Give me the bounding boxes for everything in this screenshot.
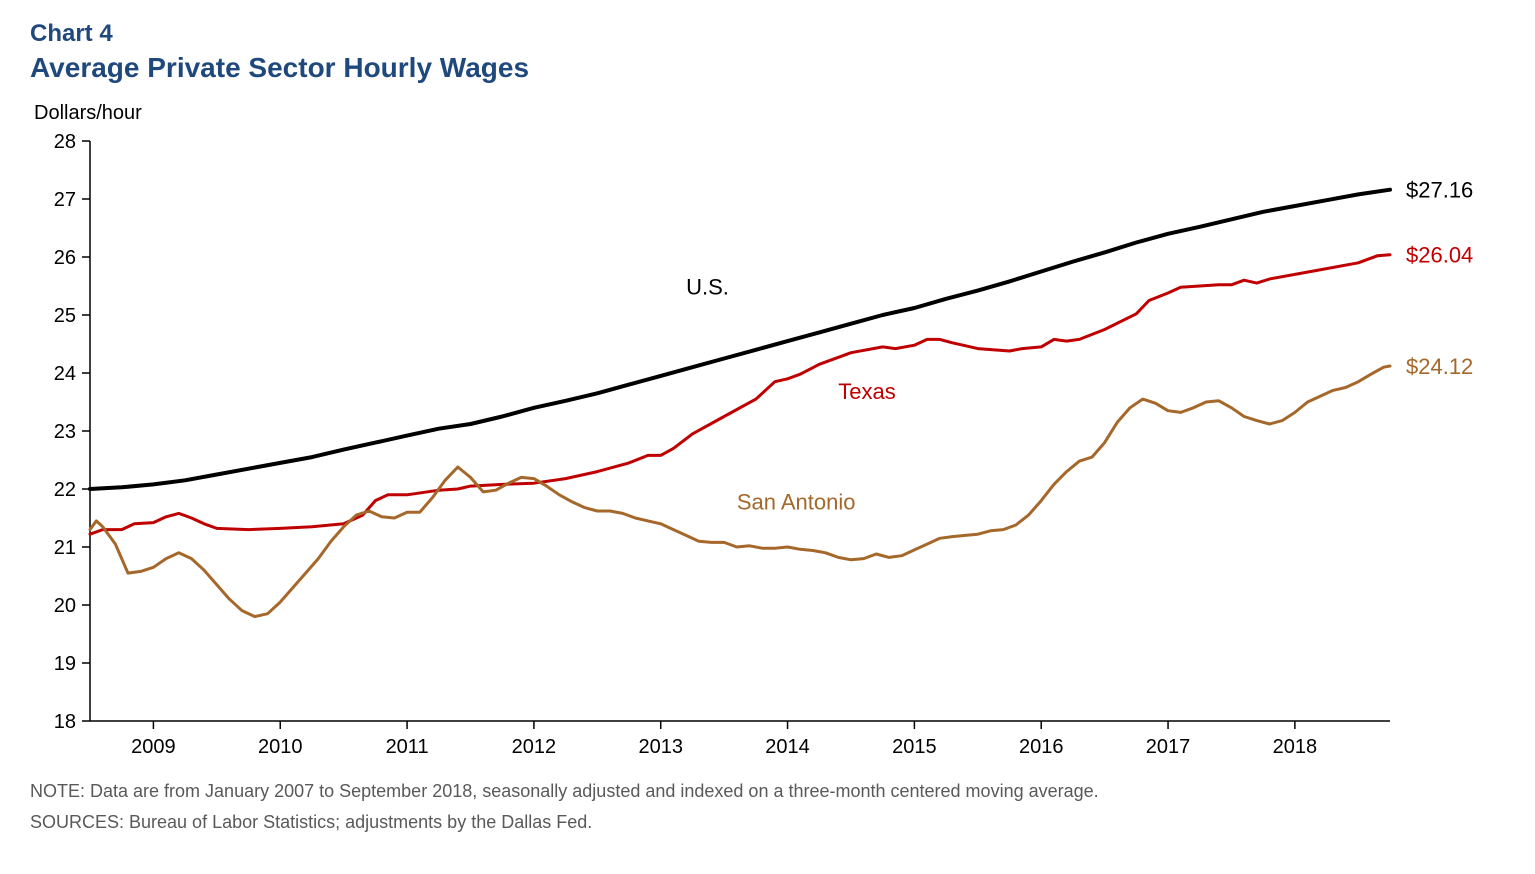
svg-text:2009: 2009 bbox=[131, 736, 176, 758]
series-end-label: $27.16 bbox=[1406, 178, 1473, 203]
svg-text:2018: 2018 bbox=[1273, 736, 1318, 758]
svg-text:26: 26 bbox=[54, 247, 76, 269]
svg-text:28: 28 bbox=[54, 131, 76, 153]
svg-text:2012: 2012 bbox=[512, 736, 557, 758]
svg-text:2015: 2015 bbox=[892, 736, 937, 758]
svg-text:24: 24 bbox=[54, 363, 76, 385]
svg-text:19: 19 bbox=[54, 653, 76, 675]
chart-title: Average Private Sector Hourly Wages bbox=[30, 52, 1505, 84]
series-end-label: $24.12 bbox=[1406, 354, 1473, 379]
series-label: U.S. bbox=[686, 275, 729, 300]
series-line-u-s- bbox=[90, 190, 1390, 489]
svg-text:2010: 2010 bbox=[258, 736, 303, 758]
svg-text:21: 21 bbox=[54, 537, 76, 559]
chart-plot-area: 18 19 20 21 22 23 24 25 26 27 28 2009 2010 2011 2012 20… bbox=[30, 131, 1500, 771]
footnote-sources: SOURCES: Bureau of Labor Statistics; adj… bbox=[30, 812, 1505, 833]
series-label: Texas bbox=[838, 379, 895, 404]
svg-text:2011: 2011 bbox=[386, 736, 429, 758]
svg-text:2013: 2013 bbox=[638, 736, 683, 758]
line-chart-svg: 18 19 20 21 22 23 24 25 26 27 28 2009 2010 2011 2012 20… bbox=[30, 131, 1500, 771]
series-label: San Antonio bbox=[737, 489, 856, 514]
svg-text:2014: 2014 bbox=[765, 736, 810, 758]
svg-text:27: 27 bbox=[54, 189, 76, 211]
svg-text:2016: 2016 bbox=[1019, 736, 1064, 758]
svg-text:23: 23 bbox=[54, 421, 76, 443]
svg-text:25: 25 bbox=[54, 305, 76, 327]
svg-text:2017: 2017 bbox=[1146, 736, 1191, 758]
svg-text:18: 18 bbox=[54, 711, 76, 733]
svg-text:20: 20 bbox=[54, 595, 76, 617]
series-end-label: $26.04 bbox=[1406, 243, 1473, 268]
svg-text:22: 22 bbox=[54, 479, 76, 501]
footnote-note: NOTE: Data are from January 2007 to Sept… bbox=[30, 781, 1505, 802]
y-axis-title: Dollars/hour bbox=[34, 102, 1505, 125]
chart-number: Chart 4 bbox=[30, 20, 1505, 48]
